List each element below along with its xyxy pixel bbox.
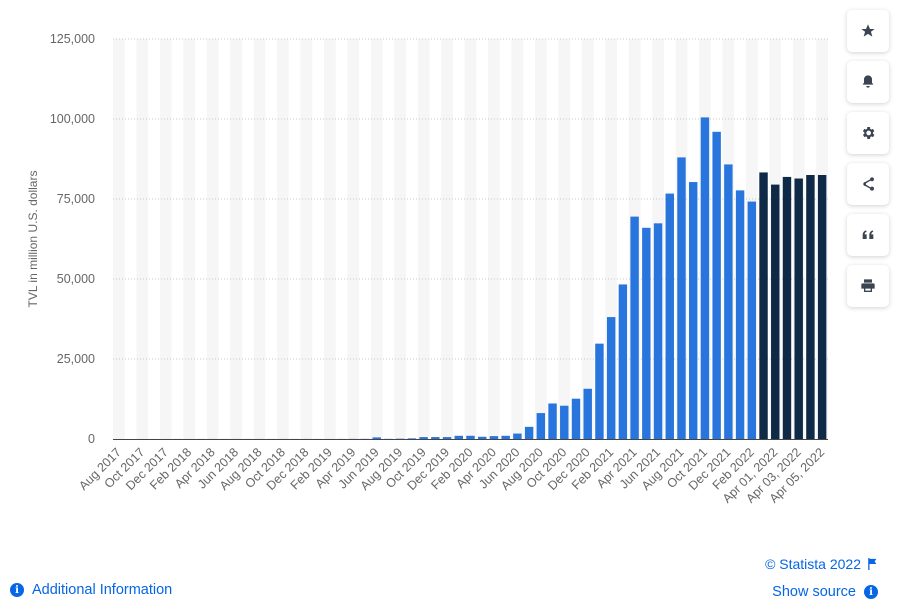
bar[interactable] <box>782 176 792 440</box>
star-icon <box>861 24 875 37</box>
copyright[interactable]: © Statista 2022 <box>765 556 878 572</box>
bar[interactable] <box>771 184 780 439</box>
gridlines <box>113 38 828 360</box>
additional-information-link[interactable]: i Additional Information <box>10 582 172 598</box>
notification-button[interactable] <box>847 61 889 103</box>
bar[interactable] <box>642 227 651 439</box>
bar[interactable] <box>442 437 452 439</box>
band <box>159 39 172 439</box>
bar[interactable] <box>431 437 440 439</box>
band <box>441 39 453 439</box>
quote-icon <box>862 230 874 239</box>
bar[interactable] <box>548 403 557 439</box>
bar[interactable] <box>794 178 803 439</box>
bell-icon <box>862 75 874 88</box>
bars <box>114 117 827 440</box>
settings-button[interactable] <box>847 112 889 154</box>
bar[interactable] <box>665 193 674 439</box>
bar[interactable] <box>478 436 487 439</box>
show-source-link[interactable]: Show source i <box>772 584 878 600</box>
band <box>464 39 477 439</box>
bar[interactable] <box>595 343 604 439</box>
bar[interactable] <box>618 284 628 439</box>
share-icon <box>863 177 874 191</box>
bar[interactable] <box>501 435 510 439</box>
bar[interactable] <box>735 190 745 439</box>
bar[interactable] <box>407 438 417 439</box>
band <box>511 39 524 439</box>
info-icon: i <box>864 585 878 599</box>
band <box>347 39 360 439</box>
bar[interactable] <box>712 131 721 440</box>
band <box>488 39 500 439</box>
y-axis-title: TVL in million U.S. dollars <box>26 171 40 308</box>
band <box>323 39 336 439</box>
toolbar <box>847 10 889 316</box>
band <box>417 39 430 439</box>
bar[interactable] <box>806 175 815 439</box>
print-button[interactable] <box>847 265 889 307</box>
y-tick-label: 100,000 <box>50 112 95 126</box>
bar[interactable] <box>677 157 686 439</box>
band <box>253 39 266 439</box>
band <box>394 39 407 439</box>
bar[interactable] <box>536 413 546 439</box>
band <box>300 39 313 439</box>
gear-icon <box>862 127 875 139</box>
flag-icon <box>867 558 878 570</box>
band <box>183 39 196 439</box>
info-icon: i <box>10 583 24 597</box>
bar[interactable] <box>372 437 381 439</box>
band <box>230 39 242 439</box>
bar[interactable] <box>700 117 710 440</box>
band <box>558 39 571 439</box>
bar[interactable] <box>489 436 499 439</box>
bar[interactable] <box>419 437 428 439</box>
band <box>136 39 149 439</box>
bar[interactable] <box>653 223 663 439</box>
y-tick-label: 50,000 <box>57 272 95 286</box>
band <box>534 39 547 439</box>
band <box>277 39 289 439</box>
bar[interactable] <box>606 317 616 439</box>
show-source-label: Show source <box>772 584 856 600</box>
bar[interactable] <box>688 182 698 440</box>
bar[interactable] <box>524 426 534 439</box>
cite-button[interactable] <box>847 214 889 256</box>
band <box>370 39 383 439</box>
copyright-text: © Statista 2022 <box>765 556 861 572</box>
bar[interactable] <box>466 435 475 439</box>
y-tick-label: 125,000 <box>50 32 95 46</box>
bar[interactable] <box>747 201 757 439</box>
bar[interactable] <box>724 164 733 439</box>
bar[interactable] <box>583 388 592 439</box>
bar[interactable] <box>630 216 639 439</box>
bar[interactable] <box>513 433 522 439</box>
chart: 0 25,000 50,000 75,000 100,000 125,000 Aug 20… <box>26 32 828 506</box>
y-tick-label: 25,000 <box>57 352 95 366</box>
y-tick-label: 0 <box>88 432 95 446</box>
bar[interactable] <box>560 405 569 439</box>
bar[interactable] <box>759 172 768 439</box>
band <box>581 39 594 439</box>
y-axis-ticks: 0 25,000 50,000 75,000 100,000 125,000 <box>50 32 95 446</box>
bar[interactable] <box>571 398 581 439</box>
share-button[interactable] <box>847 163 889 205</box>
additional-information-label: Additional Information <box>32 582 173 598</box>
favorite-button[interactable] <box>847 10 889 52</box>
print-icon <box>861 279 875 292</box>
band <box>605 39 618 439</box>
y-tick-label: 75,000 <box>57 192 95 206</box>
band <box>113 39 125 439</box>
bar[interactable] <box>454 435 463 439</box>
band <box>206 39 219 439</box>
bar[interactable] <box>817 175 827 439</box>
